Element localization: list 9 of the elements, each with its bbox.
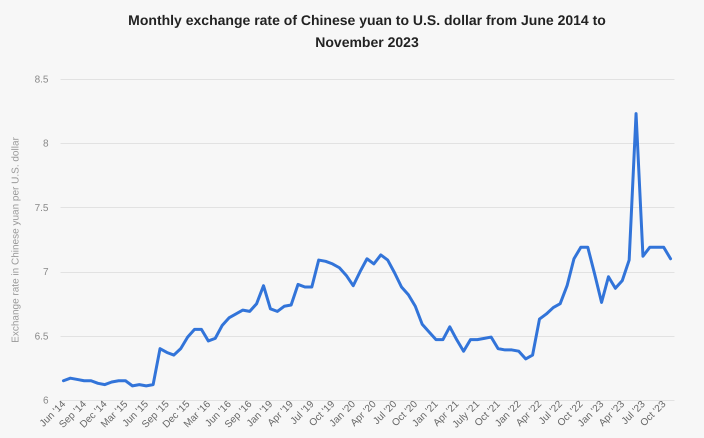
y-tick-label: 8.5: [34, 74, 49, 86]
chart-title: Monthly exchange rate of Chinese yuan to U.S. dollar from June 2014 to November 2023: [128, 12, 606, 50]
y-tick-label: 8: [42, 138, 49, 150]
line-series: [62, 112, 672, 388]
y-axis-title: Exchange rate in Chinese yuan per U.S. dollar: [10, 136, 22, 343]
y-tick-label: 6.5: [34, 331, 49, 342]
y-tick-label: 6: [42, 396, 49, 406]
y-tick-label: 7: [42, 267, 49, 278]
y-tick-label: 7.5: [34, 202, 49, 214]
